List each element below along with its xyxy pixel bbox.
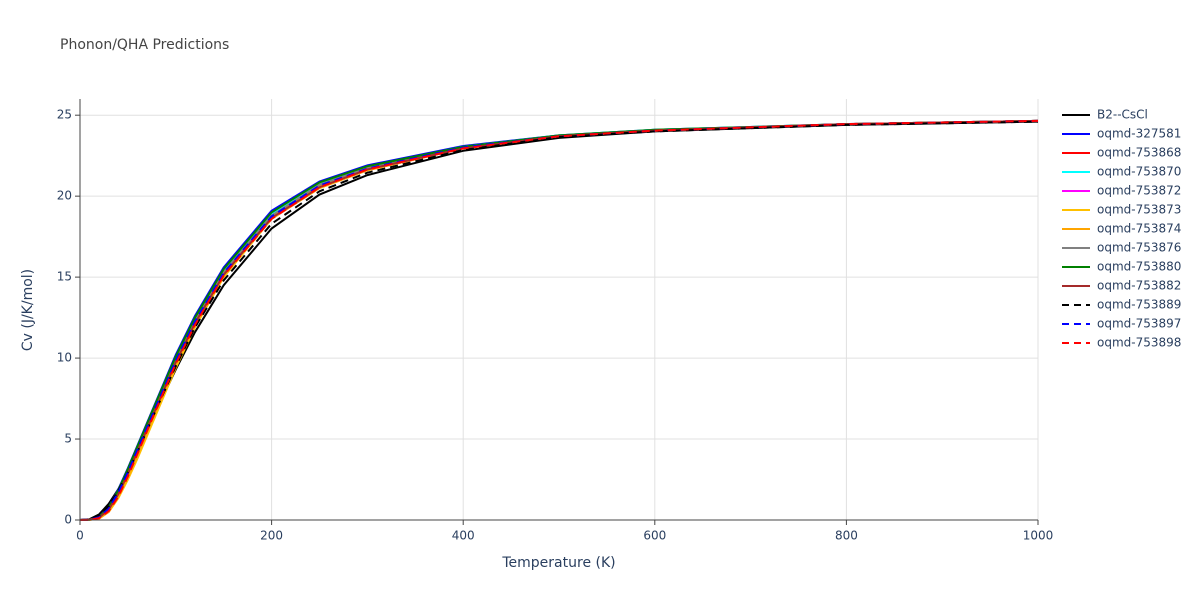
y-tick-label: 0: [64, 513, 72, 527]
legend-label[interactable]: oqmd-753868: [1097, 146, 1181, 160]
legend: B2--CsCl oqmd-327581 oqmd-753868 oqmd-75387…: [1062, 108, 1181, 350]
y-tick-label: 20: [57, 189, 72, 203]
series-line: [79, 119, 1039, 521]
axes: 0 200 400 600 800 1000 0 5 10 15 20 25: [57, 99, 1054, 543]
x-tick-label: 1000: [1023, 529, 1054, 543]
legend-label[interactable]: oqmd-753872: [1097, 184, 1181, 198]
series-line: [79, 119, 1039, 521]
legend-label[interactable]: oqmd-753876: [1097, 241, 1181, 255]
series-line: [79, 119, 1039, 521]
y-tick-label: 5: [64, 432, 72, 446]
chart-title: Phonon/QHA Predictions: [60, 37, 229, 53]
x-axis-label: Temperature (K): [501, 555, 615, 571]
legend-label[interactable]: oqmd-753882: [1097, 279, 1181, 293]
series-line: [79, 119, 1039, 521]
x-tick-label: 800: [835, 529, 858, 543]
legend-label[interactable]: oqmd-753870: [1097, 165, 1181, 179]
series-line: [79, 119, 1039, 521]
legend-label[interactable]: oqmd-753874: [1097, 222, 1181, 236]
series-line: [79, 119, 1039, 521]
series-line: [79, 120, 1039, 521]
series-line: [79, 119, 1039, 521]
grid: [79, 99, 1039, 521]
series-line: [79, 119, 1039, 521]
legend-label[interactable]: oqmd-753897: [1097, 317, 1181, 331]
y-tick-label: 10: [57, 351, 72, 365]
y-tick-label: 25: [57, 108, 72, 122]
y-tick-label: 15: [57, 270, 72, 284]
legend-label[interactable]: oqmd-753880: [1097, 260, 1181, 274]
y-axis-label: Cv (J/K/mol): [20, 269, 36, 351]
legend-label[interactable]: B2--CsCl: [1097, 108, 1148, 122]
legend-label[interactable]: oqmd-753873: [1097, 203, 1181, 217]
series-line: [79, 119, 1039, 521]
legend-label[interactable]: oqmd-753889: [1097, 298, 1181, 312]
legend-label[interactable]: oqmd-327581: [1097, 127, 1181, 141]
x-tick-label: 600: [643, 529, 666, 543]
series-line: [79, 119, 1039, 521]
x-tick-label: 400: [452, 529, 475, 543]
plot-lines: [79, 119, 1039, 521]
series-line: [79, 120, 1039, 521]
x-tick-label: 200: [260, 529, 283, 543]
x-tick-label: 0: [76, 529, 84, 543]
series-line: [79, 119, 1039, 521]
legend-label[interactable]: oqmd-753898: [1097, 336, 1181, 350]
